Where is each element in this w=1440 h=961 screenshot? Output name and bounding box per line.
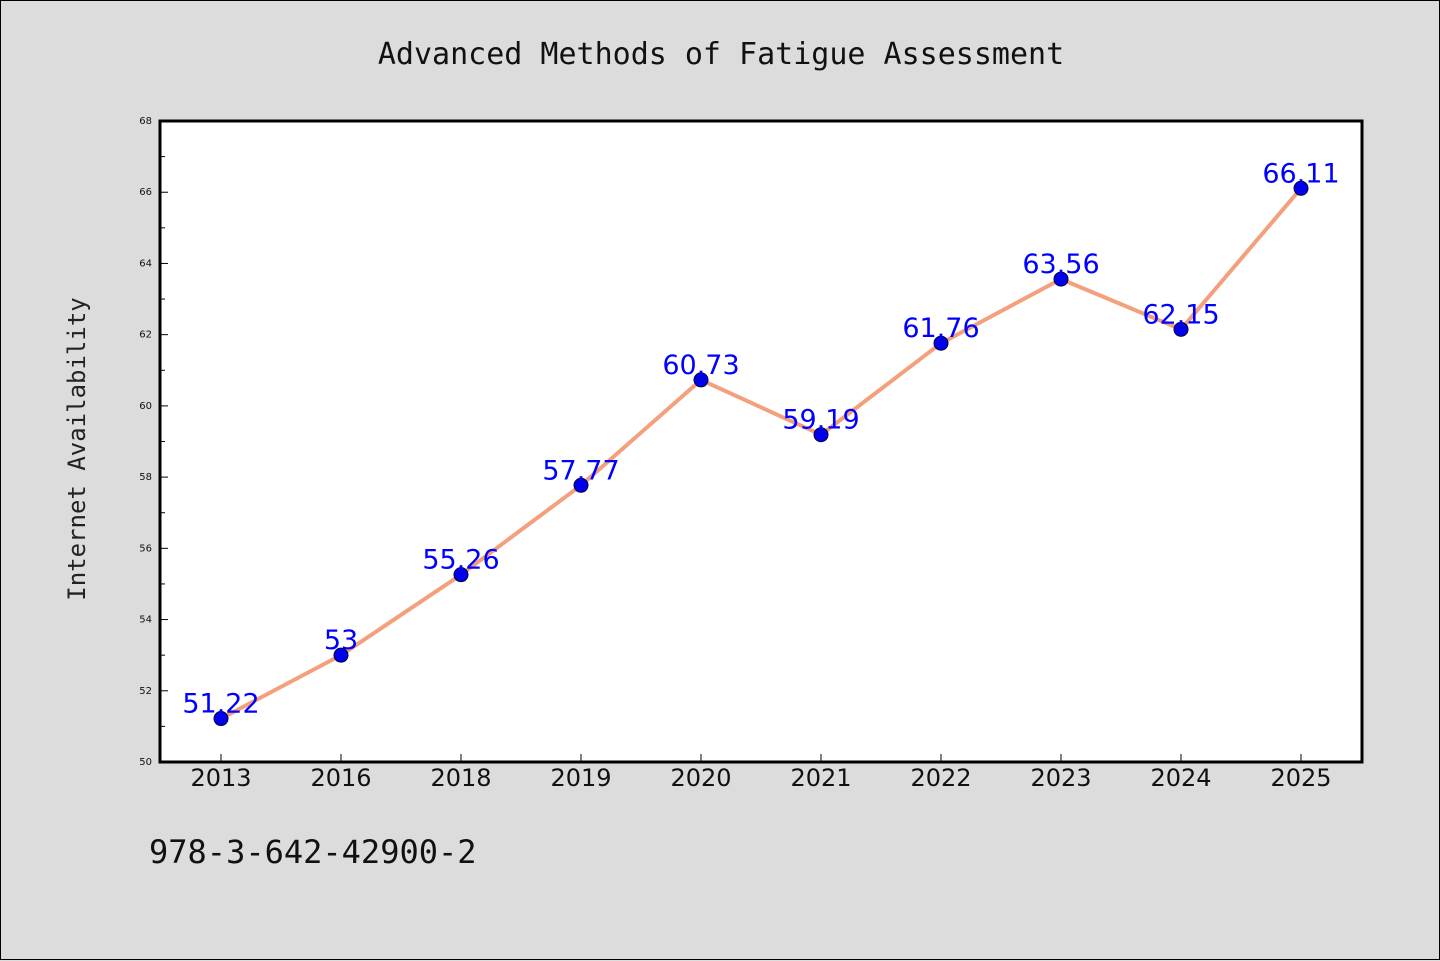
y-tick-label: 56: [139, 543, 152, 554]
data-point: [813, 427, 829, 443]
data-label: 57.77: [542, 455, 619, 486]
x-axis-ticks: 2013 2016 2018 2019 2020 2021 2022 2023 2024 2025: [190, 754, 1332, 792]
x-tick-label: 2025: [1270, 764, 1331, 792]
x-tick-label: 2022: [910, 764, 971, 792]
plot-area: [158, 119, 1364, 764]
data-point: [1053, 271, 1069, 287]
data-label: 53: [324, 625, 358, 656]
series-line: [219, 186, 1303, 721]
y-tick-label: 58: [139, 472, 152, 483]
chart-title: Advanced Methods of Fatigue Assessment: [378, 37, 1064, 72]
isbn-code: 978-3-642-42900-2: [149, 833, 477, 871]
data-label: 63.56: [1022, 249, 1099, 280]
x-tick-label: 2023: [1030, 764, 1091, 792]
x-tick-label: 2024: [1150, 764, 1211, 792]
data-point: [333, 647, 349, 663]
y-tick-label: 54: [139, 615, 152, 626]
data-label: 59.19: [782, 405, 859, 436]
y-axis-label: Internet Availability: [63, 297, 91, 600]
data-label: 51.22: [182, 689, 259, 720]
data-label: 66.11: [1262, 158, 1339, 189]
data-label: 55.26: [422, 545, 499, 576]
y-tick-label: 68: [139, 116, 152, 127]
data-label: 60.73: [662, 350, 739, 381]
y-tick-label: 66: [139, 187, 152, 198]
x-tick-label: 2020: [670, 764, 731, 792]
y-tick-label: 52: [139, 686, 152, 697]
y-axis-ticks: 50 52 54 56 58 60 62 64 66 68: [139, 116, 168, 768]
series-layer: 51.22 53 55.26 57.77 60.73 59.19 61.76 63.56 62.…: [182, 158, 1340, 727]
data-point: [933, 335, 949, 351]
y-tick-label: 62: [139, 330, 152, 341]
x-tick-label: 2016: [310, 764, 371, 792]
x-tick-label: 2021: [790, 764, 851, 792]
data-label: 62.15: [1142, 299, 1219, 330]
y-tick-label: 64: [139, 258, 152, 269]
y-tick-label: 50: [139, 757, 152, 768]
data-point: [573, 477, 589, 493]
data-point: [1173, 321, 1189, 337]
data-point: [693, 372, 709, 388]
data-point: [453, 567, 469, 583]
x-tick-label: 2019: [550, 764, 611, 792]
data-label: 61.76: [902, 313, 979, 344]
y-tick-label: 60: [139, 401, 152, 412]
x-tick-label: 2013: [190, 764, 251, 792]
data-point: [213, 711, 229, 727]
x-tick-label: 2018: [430, 764, 491, 792]
data-point: [1293, 180, 1309, 196]
